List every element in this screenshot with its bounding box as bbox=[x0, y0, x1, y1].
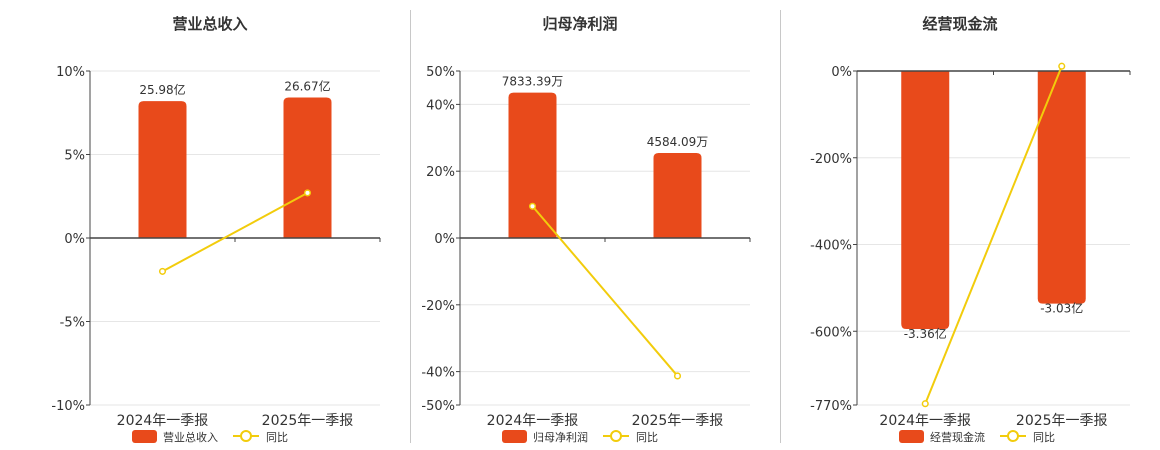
bar bbox=[508, 92, 557, 238]
x-tick-label: 2025年一季报 bbox=[262, 413, 354, 429]
bar bbox=[283, 97, 332, 238]
legend-bar-label: 营业总收入 bbox=[163, 430, 218, 444]
y-tick-label: -600% bbox=[810, 325, 852, 340]
chart-title: 归母净利润 bbox=[542, 15, 617, 33]
yoy-point bbox=[921, 400, 929, 408]
y-tick-label: -400% bbox=[810, 239, 852, 254]
bar-data-label: 26.67亿 bbox=[284, 78, 330, 93]
chart-title: 经营现金流 bbox=[922, 15, 997, 33]
y-tick-label: 40% bbox=[426, 98, 455, 113]
panel-divider bbox=[780, 10, 781, 443]
y-tick-label: -50% bbox=[421, 399, 455, 414]
yoy-line bbox=[531, 205, 679, 377]
yoy-line bbox=[162, 192, 308, 273]
bar-data-label: -3.03亿 bbox=[1040, 301, 1083, 316]
bar-data-label: 7833.39万 bbox=[502, 75, 564, 89]
legend-bar-label: 归母净利润 bbox=[533, 430, 588, 444]
x-tick-label: 2025年一季报 bbox=[632, 413, 724, 429]
y-tick-label: -10% bbox=[51, 399, 85, 414]
legend-bar-swatch bbox=[899, 430, 924, 443]
yoy-line bbox=[924, 65, 1063, 405]
y-tick-label: 0% bbox=[434, 232, 455, 247]
legend-line-marker bbox=[240, 430, 252, 442]
yoy-point bbox=[158, 267, 167, 275]
yoy-point bbox=[1058, 62, 1066, 70]
x-tick-label: 2024年一季报 bbox=[117, 413, 209, 429]
legend-line-marker bbox=[610, 430, 622, 442]
x-tick-label: 2024年一季报 bbox=[879, 413, 971, 429]
y-tick-label: -20% bbox=[421, 299, 455, 314]
legend-bar-swatch bbox=[132, 430, 157, 443]
bar bbox=[138, 101, 187, 238]
y-tick-label: -40% bbox=[421, 366, 455, 381]
x-tick-label: 2025年一季报 bbox=[1016, 413, 1108, 429]
y-tick-label: -5% bbox=[60, 316, 85, 331]
bar bbox=[901, 71, 950, 329]
y-tick-label: 5% bbox=[64, 149, 85, 164]
y-tick-label: 0% bbox=[831, 65, 852, 80]
y-tick-label: 10% bbox=[56, 65, 85, 80]
legend-line-label: 同比 bbox=[266, 431, 288, 444]
legend-bar-label: 经营现金流 bbox=[930, 430, 985, 444]
y-tick-label: -770% bbox=[810, 399, 852, 414]
legend-line-marker bbox=[1007, 430, 1019, 442]
y-tick-label: -200% bbox=[810, 152, 852, 167]
bar-data-label: 4584.09万 bbox=[647, 135, 709, 149]
y-tick-label: 0% bbox=[64, 232, 85, 247]
bar-data-label: 25.98亿 bbox=[139, 82, 185, 97]
bar bbox=[653, 152, 702, 238]
yoy-point bbox=[673, 372, 682, 380]
panel-divider bbox=[410, 10, 411, 443]
x-tick-label: 2024年一季报 bbox=[487, 413, 579, 429]
yoy-point bbox=[528, 202, 537, 210]
legend-bar-swatch bbox=[502, 430, 527, 443]
yoy-point bbox=[303, 189, 312, 197]
y-tick-label: 20% bbox=[426, 165, 455, 180]
legend-line-label: 同比 bbox=[636, 431, 658, 444]
bar bbox=[1037, 71, 1086, 304]
y-tick-label: 50% bbox=[426, 65, 455, 80]
bar-data-label: -3.36亿 bbox=[904, 326, 947, 341]
legend-line-label: 同比 bbox=[1033, 431, 1055, 444]
chart-title: 营业总收入 bbox=[172, 15, 247, 33]
